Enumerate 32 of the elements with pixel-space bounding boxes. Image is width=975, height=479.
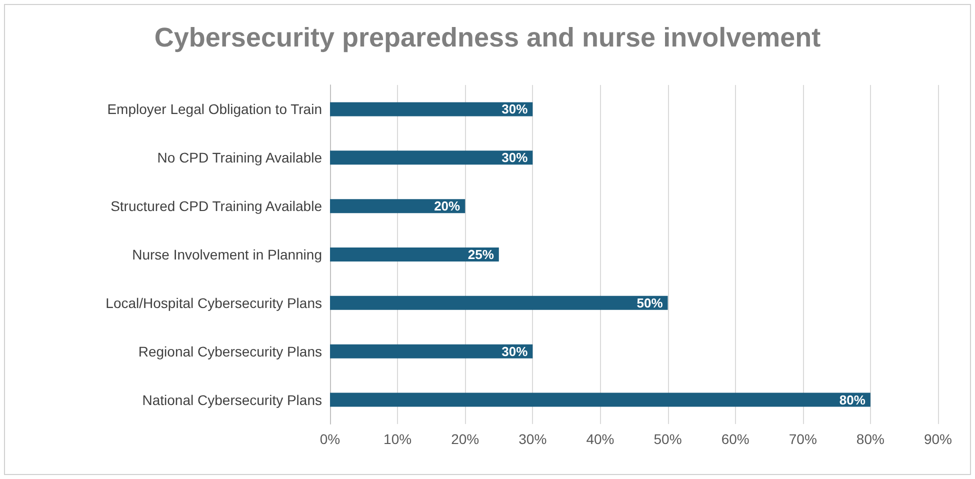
chart-title: Cybersecurity preparedness and nurse involvement	[154, 22, 821, 52]
data-label: 20%	[434, 198, 461, 214]
data-label: 30%	[502, 344, 528, 359]
y-tick-label: Structured CPD Training Available	[110, 198, 322, 214]
data-label: 30%	[502, 150, 528, 166]
y-tick-label: Nurse Involvement in Planning	[132, 246, 322, 262]
bar	[330, 102, 533, 116]
x-tick-label: 20%	[451, 431, 480, 447]
data-label: 50%	[636, 295, 664, 310]
x-tick-label: 0%	[320, 431, 340, 447]
x-tick-label: 50%	[654, 431, 682, 447]
y-tick-label: National Cybersecurity Plans	[142, 392, 322, 408]
data-label: 25%	[468, 247, 494, 262]
data-label: 30%	[502, 102, 528, 117]
bar	[330, 344, 533, 358]
x-tick-label: 60%	[721, 431, 750, 447]
bar	[330, 150, 533, 165]
x-tick-label: 10%	[384, 431, 412, 447]
x-tick-label: 90%	[924, 431, 952, 447]
y-tick-label: Regional Cybersecurity Plans	[138, 343, 322, 360]
y-tick-label: No CPD Training Available	[157, 150, 322, 166]
bar	[330, 296, 668, 310]
bar	[330, 248, 499, 262]
x-tick-label: 30%	[518, 431, 547, 447]
bar	[330, 199, 466, 214]
y-tick-label: Local/Hospital Cybersecurity Plans	[106, 294, 322, 311]
x-tick-label: 40%	[586, 431, 614, 447]
x-tick-label: 70%	[788, 431, 817, 447]
bar	[330, 392, 870, 407]
y-tick-label: Employer Legal Obligation to Train	[107, 101, 322, 118]
x-tick-label: 80%	[856, 431, 884, 447]
data-label: 80%	[839, 392, 866, 408]
